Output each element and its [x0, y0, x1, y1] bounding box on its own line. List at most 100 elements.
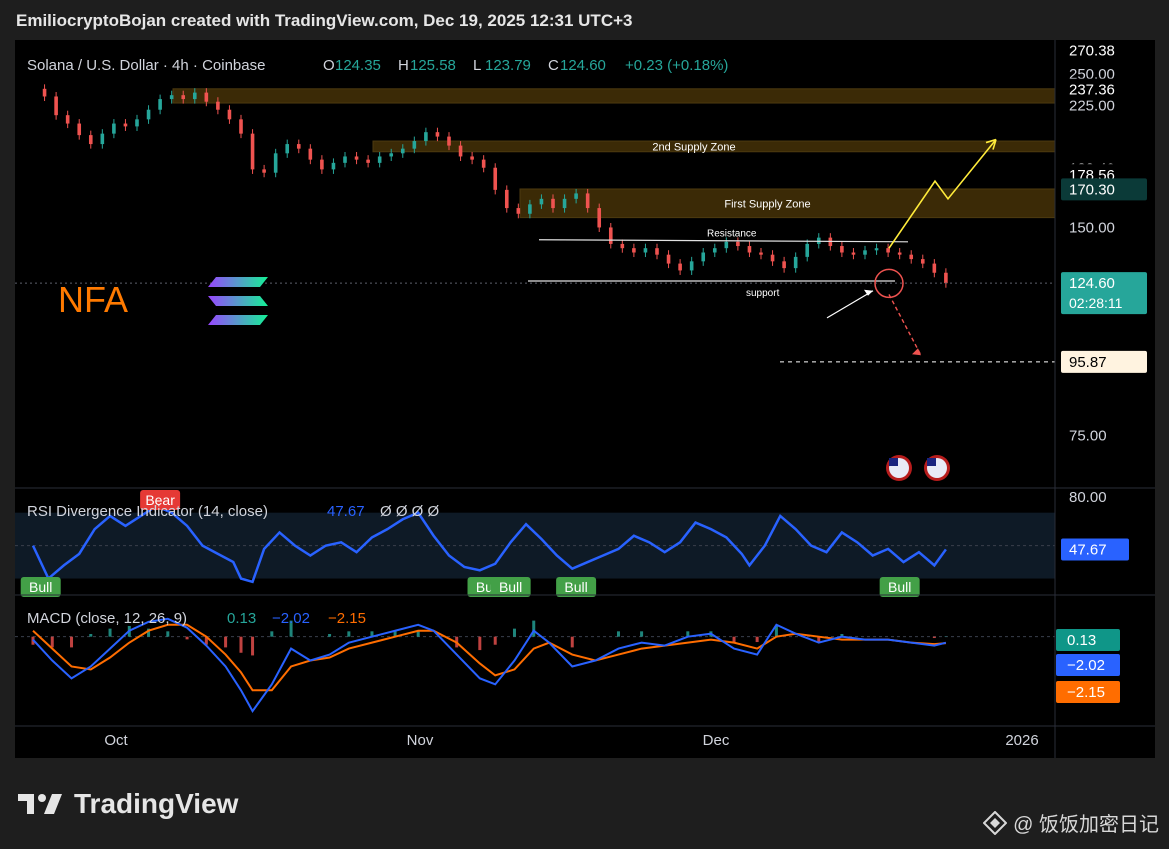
candle	[666, 254, 671, 264]
macd-histogram-bar	[755, 636, 759, 643]
price-axis-tick: 75.00	[1069, 428, 1107, 445]
bullish-projection-path	[888, 139, 997, 249]
macd-histogram-bar	[147, 628, 151, 637]
macd-histogram-bar	[204, 636, 208, 645]
candle	[65, 115, 70, 124]
bear-signal-label: Bear	[145, 492, 175, 508]
tradingview-icon	[18, 794, 62, 814]
zone-label: First Supply Zone	[724, 198, 810, 210]
ohlc-key: L	[473, 57, 481, 74]
candle	[920, 259, 925, 264]
solana-bar	[208, 315, 268, 325]
macd-histogram-bar	[732, 636, 736, 643]
candle	[516, 208, 521, 214]
candle	[100, 133, 105, 145]
rsi-line	[31, 504, 947, 584]
candle	[458, 145, 463, 157]
ohlc-open-value: 124.35	[335, 57, 381, 74]
macd-histogram-bar	[478, 636, 482, 651]
macd-histogram-bar	[89, 634, 93, 637]
candle	[447, 136, 451, 146]
candle	[805, 243, 810, 257]
zone-label: 2nd Supply Zone	[652, 141, 735, 153]
candle	[736, 241, 740, 247]
bar-countdown: 02:28:11	[1069, 295, 1123, 311]
candle	[863, 250, 867, 255]
macd-line-value: −2.02	[272, 610, 310, 627]
highlight-circle	[874, 268, 904, 299]
candle	[481, 159, 486, 168]
candle	[320, 159, 324, 170]
macd-histogram-bar	[532, 620, 536, 637]
candle	[377, 156, 382, 163]
candle	[424, 132, 428, 142]
solana-bar	[208, 296, 268, 306]
macd-histogram-bar	[416, 631, 420, 637]
candle	[250, 133, 255, 170]
macd-histogram-bar	[512, 628, 516, 637]
watermark-text: @ 饭饭加密日记	[1013, 814, 1159, 836]
price-label: 237.36	[1069, 82, 1115, 99]
resistance-line	[538, 239, 909, 243]
candle	[897, 252, 902, 255]
macd-histogram-bar	[50, 636, 54, 648]
candle	[262, 169, 266, 173]
candle	[562, 198, 567, 209]
time-axis-tick: Oct	[104, 732, 128, 749]
macd-histogram-bar	[289, 620, 293, 637]
last-price-label-bg	[1061, 272, 1147, 315]
candle	[331, 162, 336, 170]
candle	[493, 167, 498, 190]
pointer-arrow	[826, 290, 874, 319]
candle	[724, 241, 729, 249]
macd-value-label-bg	[1056, 629, 1120, 651]
bear-signal-badge	[140, 490, 181, 510]
candle	[204, 92, 209, 102]
macd-histogram-bar	[166, 631, 170, 637]
bull-signal-badge	[20, 577, 61, 597]
macd-histogram-bar	[224, 636, 228, 648]
solana-bar	[208, 277, 268, 287]
candle	[343, 156, 347, 163]
last-price-label: 124.60	[1069, 275, 1115, 292]
author-watermark: @ 饭饭加密日记	[983, 808, 1159, 837]
ohlc-key: C	[548, 57, 559, 74]
candle	[366, 159, 370, 163]
candle	[770, 254, 775, 262]
candle	[77, 123, 82, 136]
candle	[146, 109, 151, 120]
macd-hist-value: 0.13	[227, 610, 256, 627]
chart-frame[interactable]: 2nd Supply Zone First Supply Zone Resista…	[15, 40, 1155, 758]
us-flag-canton	[889, 458, 898, 466]
tradingview-logo[interactable]: TradingView	[18, 788, 238, 820]
macd-histogram-bar	[817, 636, 821, 643]
candle	[216, 101, 220, 110]
chart-attribution: EmiliocryptoBojan created with TradingVi…	[16, 11, 633, 30]
candle	[296, 144, 301, 149]
time-axis-tick: 2026	[1005, 732, 1038, 749]
macd-histogram-bar	[393, 631, 397, 637]
candle	[551, 198, 555, 209]
solana-logo	[208, 277, 268, 325]
price-axis-tick: 225.00	[1069, 98, 1115, 115]
chart-canvas[interactable]: 2nd Supply Zone First Supply Zone Resista…	[15, 40, 1155, 758]
candle	[239, 119, 243, 134]
macd-histogram-bar	[686, 631, 690, 637]
candle	[597, 208, 602, 228]
candle	[539, 198, 544, 205]
ohlc-high-value: 125.58	[410, 57, 456, 74]
candle	[585, 193, 590, 209]
candle	[181, 95, 186, 100]
candle	[400, 148, 405, 154]
macd-histogram-bar	[370, 631, 374, 637]
candle	[88, 135, 93, 145]
price-label: 270.38	[1069, 43, 1115, 60]
candle	[678, 263, 682, 271]
candle	[643, 248, 648, 253]
ohlc-close-value: 124.60	[560, 57, 606, 74]
macd-histogram-bar	[774, 625, 778, 637]
candle	[354, 156, 359, 160]
candle	[851, 252, 856, 255]
macd-histogram-bar	[328, 634, 332, 637]
candle	[782, 261, 786, 269]
